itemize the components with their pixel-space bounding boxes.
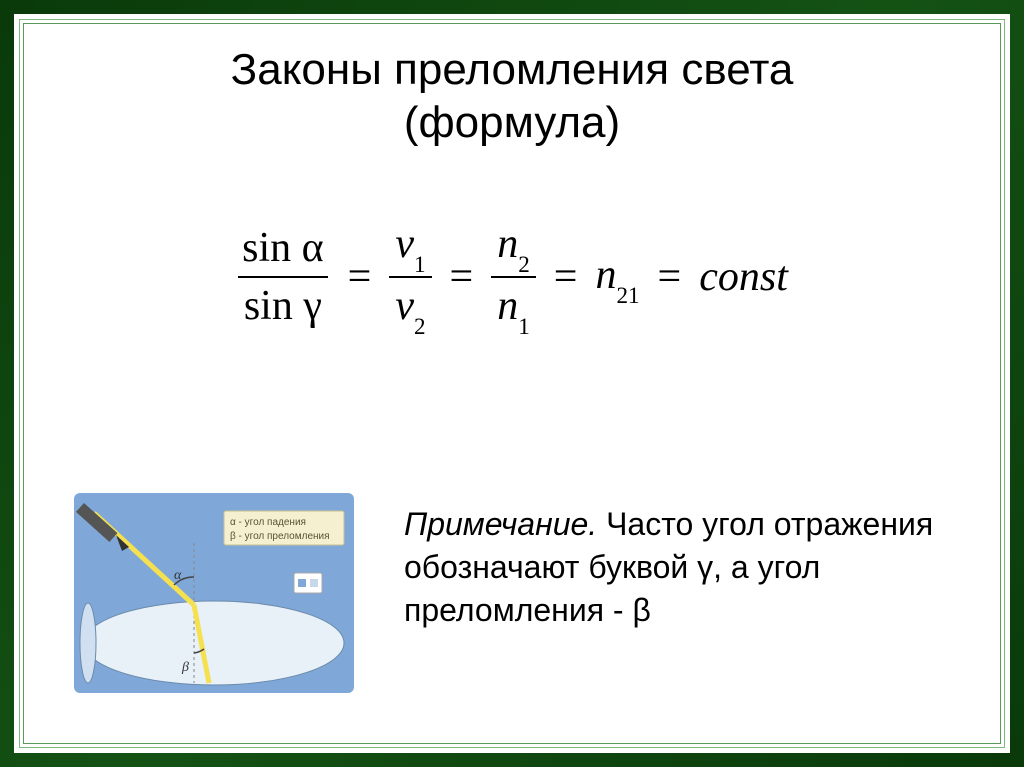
formula-block: sin α sin γ = v1 v2 = n2 n1 = n21 = cons… <box>74 220 950 335</box>
title-line-2: (формула) <box>74 97 950 150</box>
slide-content: Законы преломления света (формула) sin α… <box>14 14 1010 753</box>
fraction-n: n2 n1 <box>491 220 536 335</box>
legend-beta: β - угол преломления <box>230 531 330 542</box>
frac1-num: sin α <box>236 224 330 276</box>
slide-title: Законы преломления света (формула) <box>74 44 950 150</box>
n21-term: n21 <box>595 251 639 303</box>
equals-3: = <box>548 253 584 301</box>
frac2-num: v1 <box>389 220 431 276</box>
fraction-sin: sin α sin γ <box>236 224 330 330</box>
legend-alpha: α - угол падения <box>230 517 306 528</box>
equals-1: = <box>342 253 378 301</box>
frac3-den: n1 <box>491 276 536 334</box>
equals-4: = <box>652 253 688 301</box>
note-prefix: Примечание. <box>404 506 597 542</box>
fraction-v: v1 v2 <box>389 220 431 335</box>
const-term: const <box>699 253 788 301</box>
note-block: Примечание. Часто угол отражения обознач… <box>404 493 950 633</box>
equals-2: = <box>444 253 480 301</box>
frac3-num: n2 <box>491 220 536 276</box>
title-line-1: Законы преломления света <box>74 44 950 97</box>
bottom-row: α - угол падения β - угол преломления α … <box>74 493 950 693</box>
refraction-diagram: α - угол падения β - угол преломления α … <box>74 493 354 693</box>
diagram-alpha-label: α <box>174 568 182 583</box>
frac2-den: v2 <box>389 276 431 334</box>
frac1-den: sin γ <box>238 276 328 330</box>
diagram-beta-label: β <box>181 660 189 675</box>
